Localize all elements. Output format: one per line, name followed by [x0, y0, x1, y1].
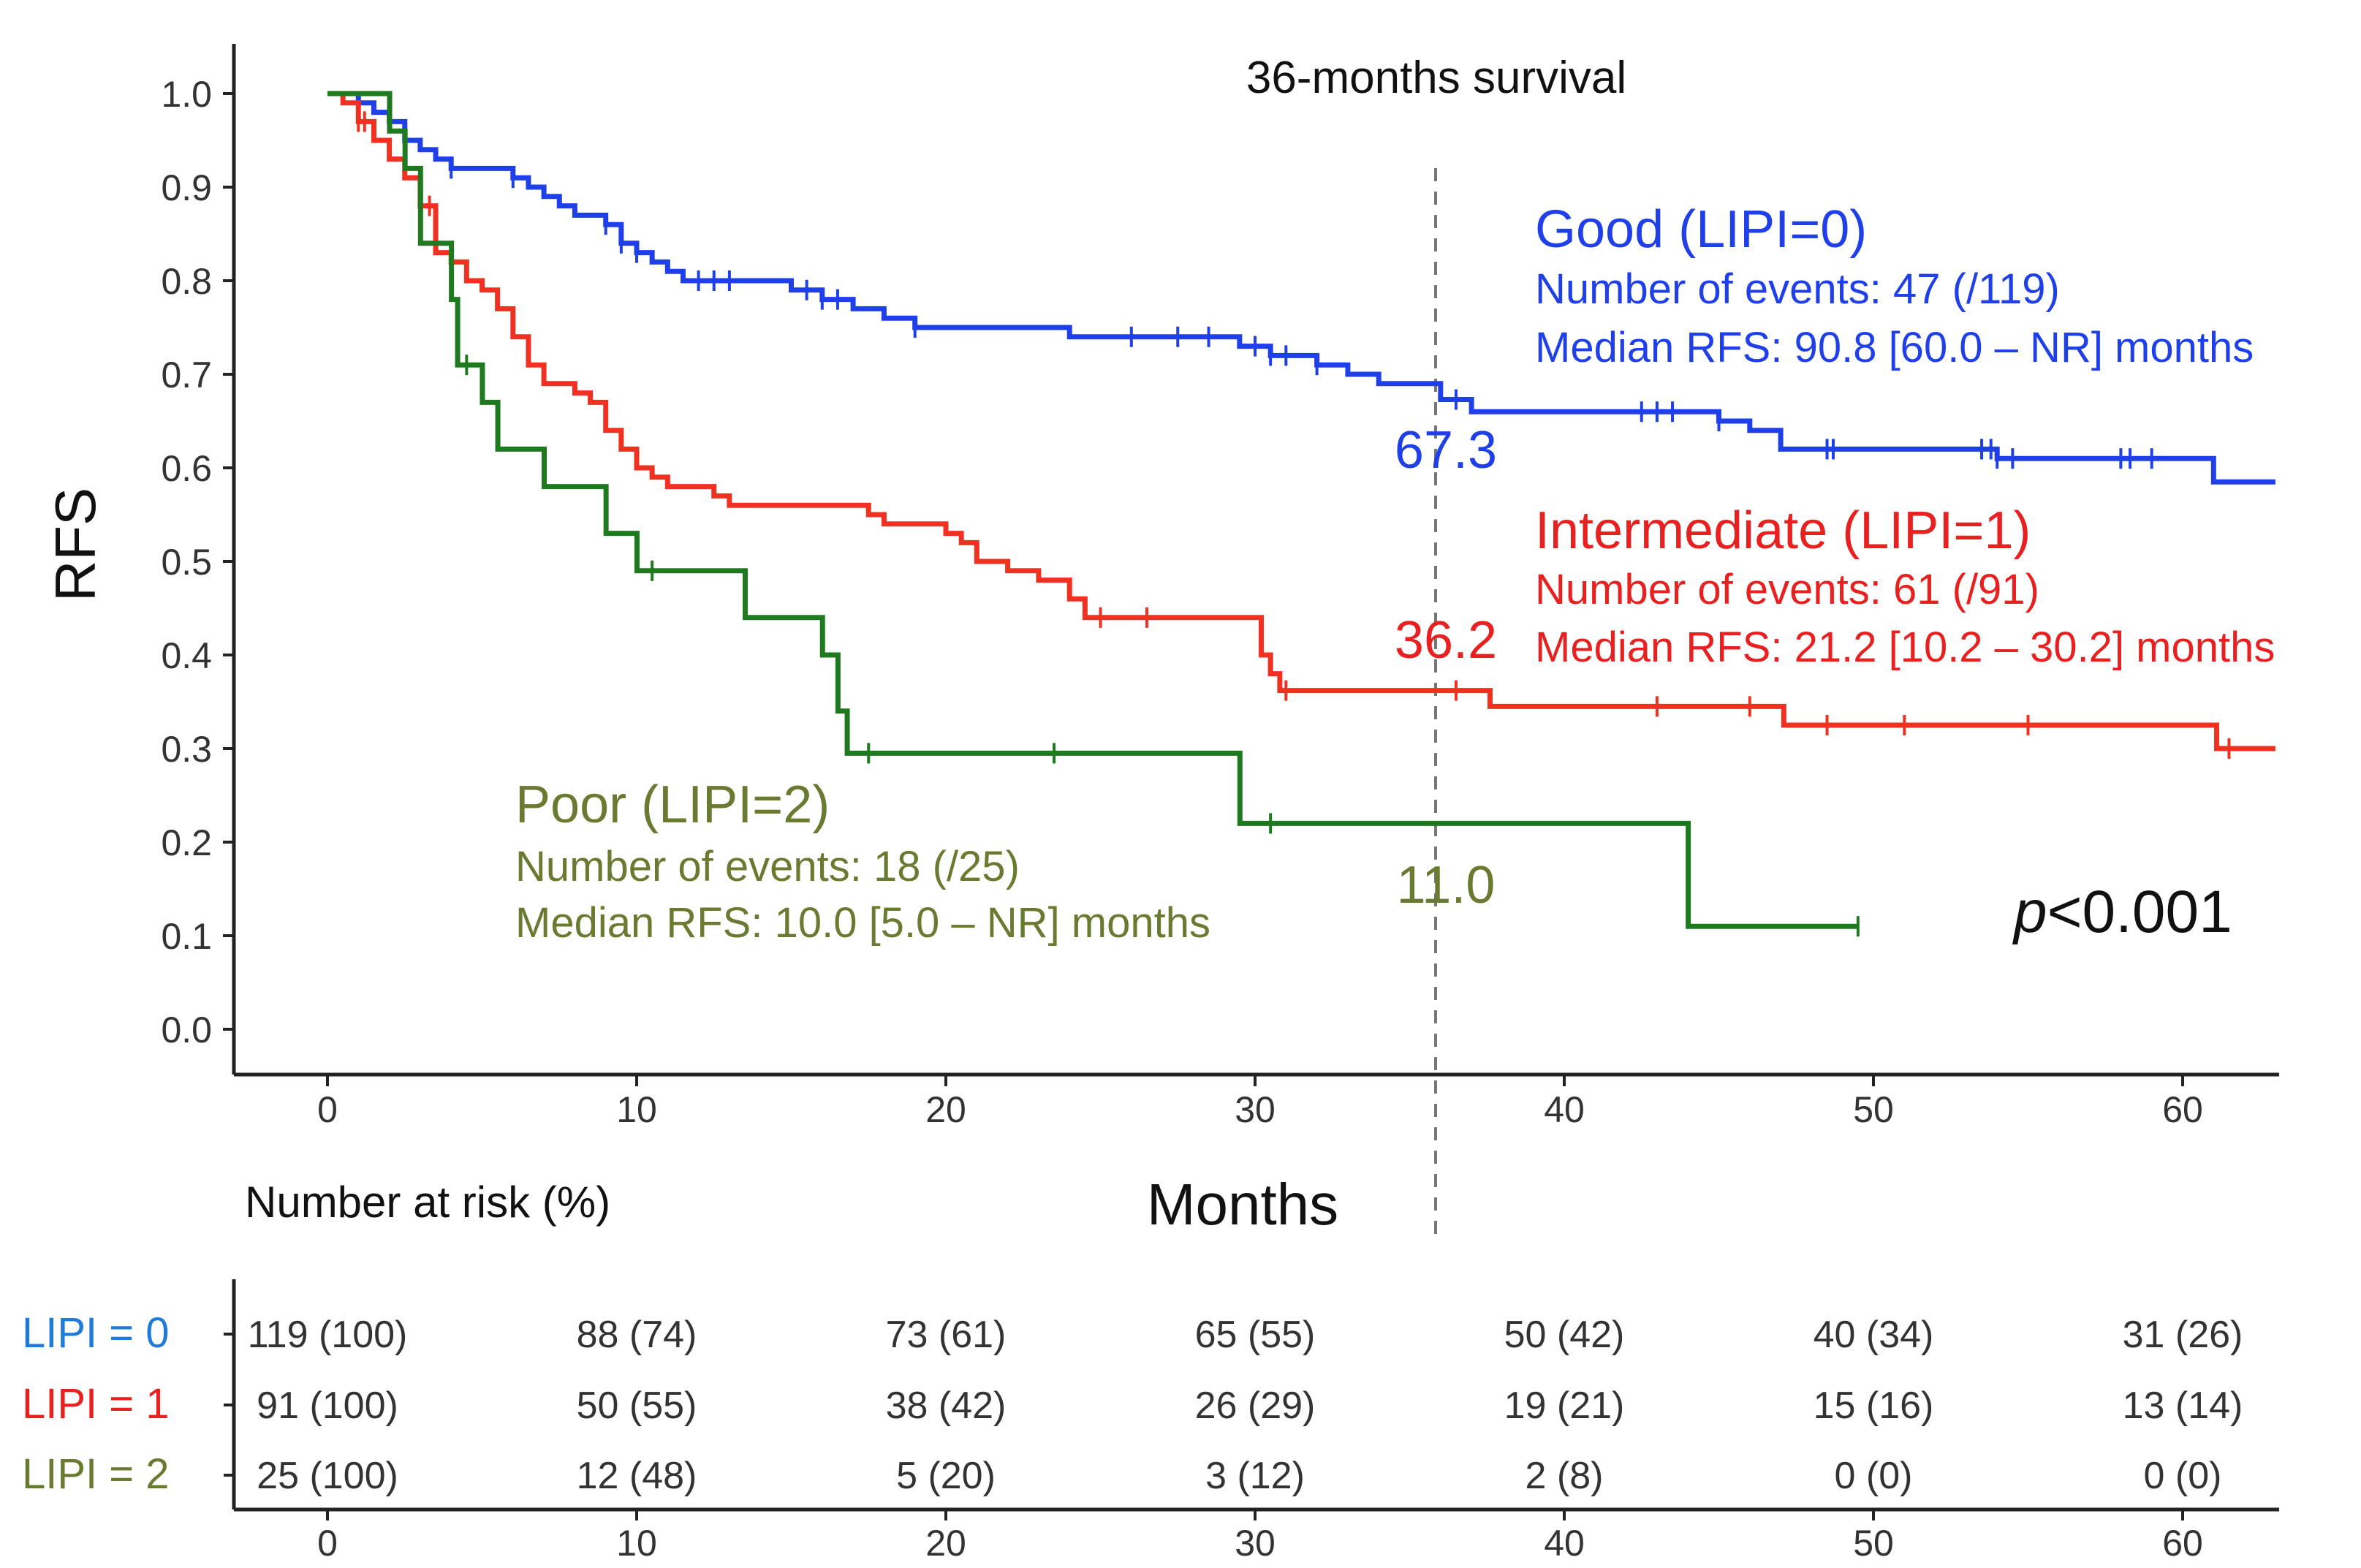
y-tick-label: 0.8 [161, 261, 212, 302]
risk-x-tick-label: 0 [317, 1523, 338, 1564]
legend-poor-events: Number of events: 18 (/25) [515, 843, 1020, 890]
risk-x-tick-label: 50 [1853, 1523, 1894, 1564]
risk-cell: 13 (14) [2123, 1385, 2243, 1427]
main-plot: 36-months survival 0.0 0.1 0.2 0.3 0.4 0.5 0.6… [43, 44, 2279, 1237]
risk-table: Number at risk (%) LIPI = 0 119 (100) 88 (… [22, 1178, 2279, 1564]
y-tick-label: 0.2 [161, 822, 212, 863]
risk-cell: 5 (20) [896, 1455, 996, 1497]
y-tick-label: 0.0 [161, 1010, 212, 1050]
legend-poor: Poor (LIPI=2) Number of events: 18 (/25)… [515, 776, 1210, 947]
y-tick-label: 0.9 [161, 167, 212, 208]
risk-cell: 26 (29) [1195, 1385, 1316, 1427]
risk-cell: 0 (0) [2144, 1455, 2222, 1497]
y-tick-label: 1.0 [161, 74, 212, 115]
risk-table-title: Number at risk (%) [245, 1178, 610, 1227]
legend-intermediate: Intermediate (LIPI=1) Number of events: … [1535, 501, 2275, 671]
x-tick-label: 60 [2162, 1089, 2203, 1130]
value-at-36-intermediate: 36.2 [1395, 611, 1497, 670]
x-tick-label: 40 [1544, 1089, 1585, 1130]
legend-intermediate-events: Number of events: 61 (/91) [1535, 566, 2039, 613]
risk-row-label: LIPI = 2 [22, 1450, 170, 1498]
series-line-2 [327, 91, 1858, 929]
risk-x-tick-label: 30 [1235, 1523, 1276, 1564]
chart-title: 36-months survival [1246, 53, 1626, 103]
survival-curves [327, 91, 2275, 937]
legend-poor-title: Poor (LIPI=2) [515, 776, 830, 834]
series-line-1 [327, 91, 2275, 751]
p-value-text: <0.001 [2047, 879, 2232, 945]
y-axis-label: RFS [43, 488, 107, 602]
x-tick-label: 0 [317, 1089, 338, 1130]
risk-cell: 15 (16) [1814, 1385, 1934, 1427]
risk-cell: 0 (0) [1835, 1455, 1913, 1497]
risk-cell: 12 (48) [577, 1455, 697, 1497]
risk-cell: 3 (12) [1205, 1455, 1305, 1497]
risk-x-tick-label: 10 [616, 1523, 657, 1564]
legend-intermediate-median: Median RFS: 21.2 [10.2 – 30.2] months [1535, 624, 2275, 671]
x-tick-label: 30 [1235, 1089, 1276, 1130]
p-value-italic: p [2012, 879, 2047, 945]
risk-cell: 19 (21) [1504, 1385, 1625, 1427]
y-ticks: 0.0 0.1 0.2 0.3 0.4 0.5 0.6 0.7 0.8 0.9 1.0 [161, 74, 234, 1050]
y-tick-label: 0.6 [161, 448, 212, 489]
x-ticks: 0 10 20 30 40 50 60 [317, 1075, 2203, 1130]
legend-poor-median: Median RFS: 10.0 [5.0 – NR] months [515, 899, 1210, 947]
risk-cell: 2 (8) [1526, 1455, 1604, 1497]
legend-intermediate-title: Intermediate (LIPI=1) [1535, 501, 2031, 560]
series-line-0 [327, 91, 2275, 485]
y-tick-label: 0.7 [161, 355, 212, 395]
x-axis-label: Months [1147, 1172, 1338, 1237]
value-at-36-poor: 11.0 [1397, 856, 1496, 914]
value-at-36-good: 67.3 [1395, 421, 1497, 480]
p-value: p<0.001 [2012, 879, 2232, 945]
x-tick-label: 10 [616, 1089, 657, 1130]
y-tick-label: 0.1 [161, 916, 212, 957]
risk-cell: 25 (100) [257, 1455, 398, 1497]
risk-cell: 38 (42) [886, 1385, 1007, 1427]
risk-cell: 40 (34) [1814, 1314, 1934, 1356]
risk-cell: 119 (100) [248, 1314, 408, 1356]
risk-cell: 88 (74) [577, 1314, 697, 1356]
risk-x-tick-label: 60 [2162, 1523, 2203, 1564]
risk-row-label: LIPI = 1 [22, 1380, 170, 1428]
risk-cell: 91 (100) [257, 1385, 398, 1427]
risk-row-label: LIPI = 0 [22, 1309, 170, 1357]
y-tick-label: 0.3 [161, 729, 212, 770]
risk-cell: 50 (55) [577, 1385, 697, 1427]
risk-cell: 31 (26) [2123, 1314, 2243, 1356]
risk-x-tick-label: 40 [1544, 1523, 1585, 1564]
legend-good: Good (LIPI=0) Number of events: 47 (/119… [1535, 200, 2254, 371]
y-tick-label: 0.5 [161, 542, 212, 583]
risk-cell: 73 (61) [886, 1314, 1007, 1356]
risk-rows: LIPI = 0 119 (100) 88 (74) 73 (61) 65 (55) 50… [22, 1309, 2243, 1498]
risk-cell: 50 (42) [1504, 1314, 1625, 1356]
legend-good-title: Good (LIPI=0) [1535, 200, 1867, 259]
risk-x-tick-label: 20 [925, 1523, 966, 1564]
legend-good-events: Number of events: 47 (/119) [1535, 265, 2060, 313]
x-tick-label: 20 [925, 1089, 966, 1130]
risk-x-ticks: 0 10 20 30 40 50 60 [317, 1510, 2203, 1564]
y-tick-label: 0.4 [161, 635, 212, 676]
risk-cell: 65 (55) [1195, 1314, 1316, 1356]
x-tick-label: 50 [1853, 1089, 1894, 1130]
legend-good-median: Median RFS: 90.8 [60.0 – NR] months [1535, 324, 2254, 371]
